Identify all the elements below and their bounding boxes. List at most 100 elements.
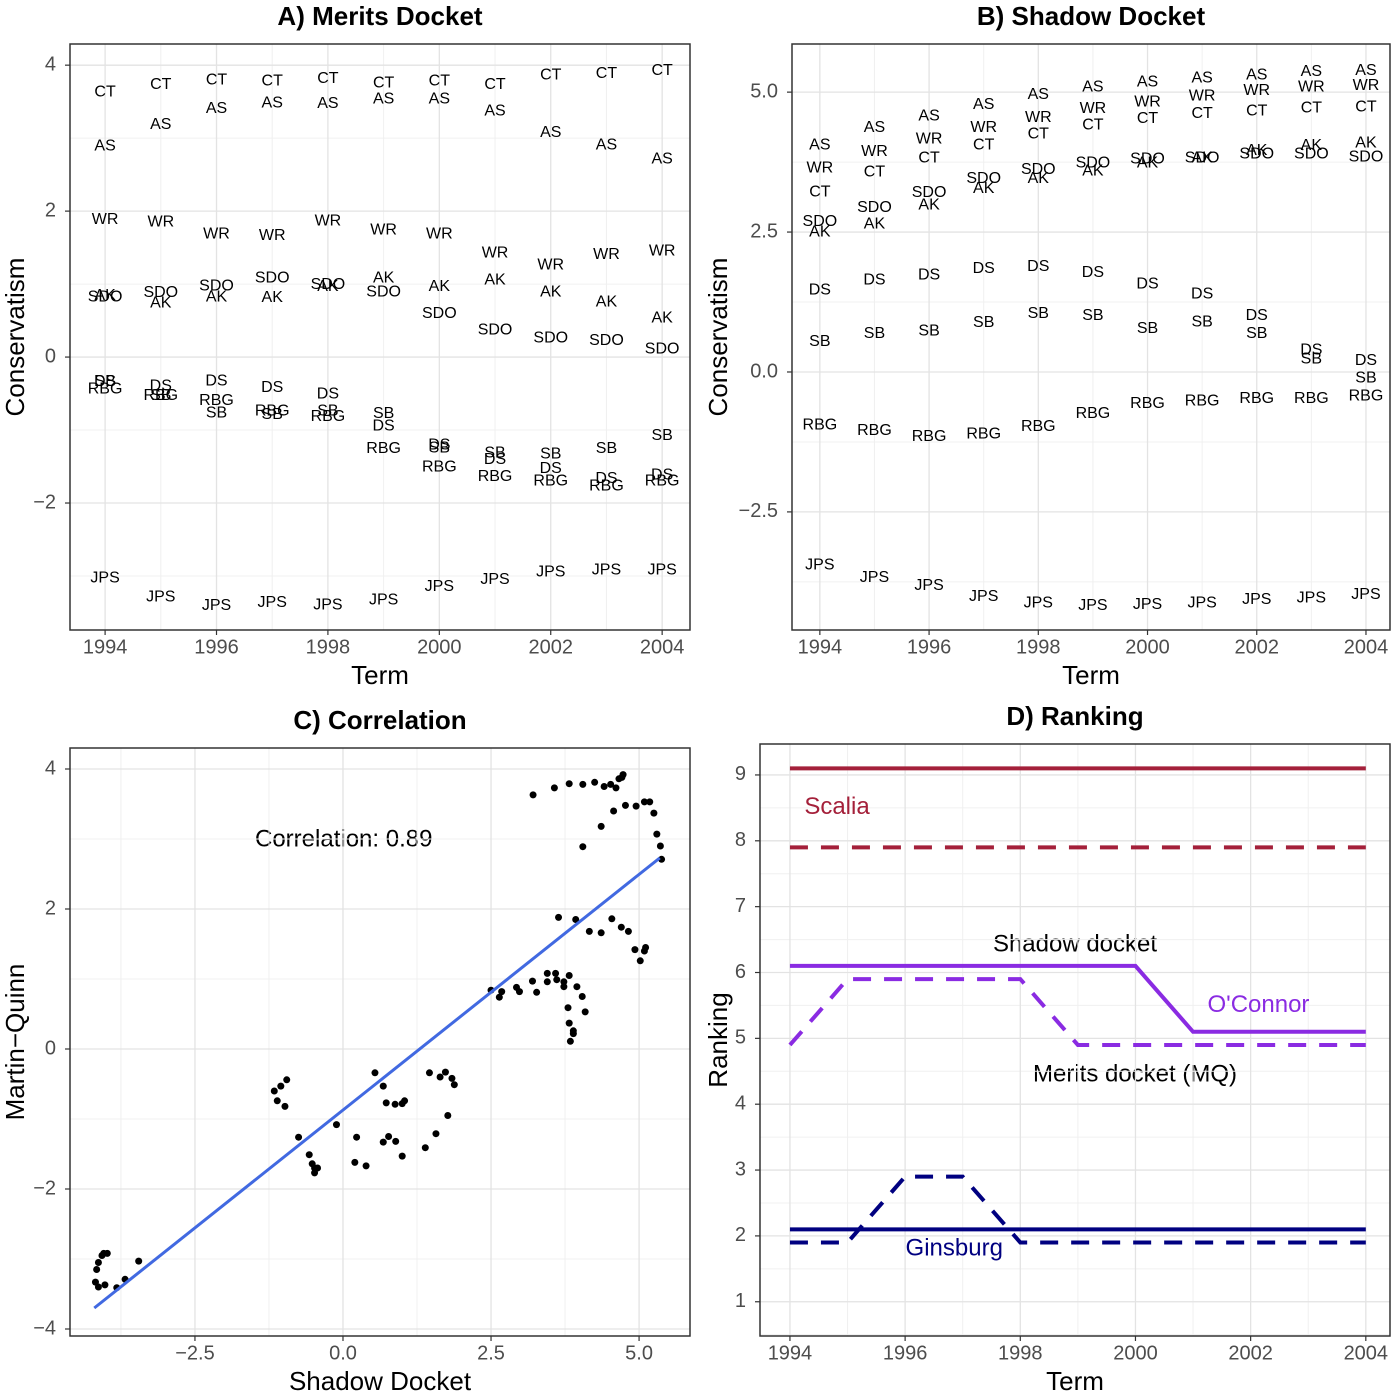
justice-label: DS [205,372,227,389]
justice-label: DS [1246,307,1268,324]
y-tick-label: 4 [735,1092,746,1114]
justice-label: DS [918,266,940,283]
justice-label: AS [540,124,561,141]
y-tick-label: −4 [33,1317,56,1339]
point [636,957,644,965]
justice-label: RBG [1185,392,1220,409]
justice-label: DS [595,470,617,487]
justice-label: JPS [1187,594,1216,611]
justice-label: DS [1027,258,1049,275]
justice-label: WR [1243,82,1270,99]
justice-label: CT [540,67,562,84]
justice-label: SDO [1076,154,1111,171]
justice-label: JPS [1242,591,1271,608]
point [371,1069,379,1077]
justice-label: AK [809,223,831,240]
x-tick-label: 1998 [998,1342,1043,1364]
point [597,822,605,830]
y-tick-label: 0 [45,345,56,367]
justice-label: JPS [1351,586,1380,603]
justice-label: AS [918,107,939,124]
justice-label: SDO [912,184,947,201]
justice-label: RBG [255,402,290,419]
x-tick-label: 1996 [883,1342,928,1364]
justice-label: AK [94,287,116,304]
justice-label: WR [649,242,676,259]
point [607,780,615,788]
point [281,1102,289,1110]
x-axis-title: Term [1046,1366,1104,1396]
justice-label: SB [429,440,450,457]
point [646,798,654,806]
justice-label: RBG [645,472,680,489]
justice-label: JPS [425,578,454,595]
justice-label: SB [973,314,994,331]
y-axis-title: Conservatism [703,258,733,417]
justice-label: RBG [803,416,838,433]
justice-label: WR [1134,93,1161,110]
point [612,784,620,792]
justice-label: DS [373,418,395,435]
justice-label: AK [429,278,451,295]
y-tick-label: 5.0 [750,80,778,102]
point [498,988,506,996]
point [565,780,573,788]
y-tick-label: 0.0 [750,360,778,382]
point [362,1162,370,1170]
y-tick-label: 7 [735,895,746,917]
point [619,771,627,779]
justice-label: RBG [478,468,513,485]
justice-label: WR [861,143,888,160]
point [555,913,563,921]
x-tick-label: 1994 [83,636,128,658]
point [610,807,618,815]
justice-label: JPS [536,564,565,581]
point [566,1037,574,1045]
justice-label: WR [916,130,943,147]
y-tick-label: −2 [33,1177,56,1199]
justice-label: DS [484,451,506,468]
justice-label: WR [593,246,620,263]
justice-label: WR [537,256,564,273]
justice-label: SB [540,445,561,462]
y-tick-label: 2 [735,1224,746,1246]
justice-label: AK [484,272,506,289]
x-tick-label: 2002 [1234,636,1279,658]
justice-label: CT [918,149,940,166]
justice-label: SDO [311,276,346,293]
justice-label: DS [150,377,172,394]
x-axis-title: Shadow Docket [289,1366,472,1396]
x-tick-label: 2000 [417,636,462,658]
justice-label: SDO [1185,149,1220,166]
justice-label: SDO [199,278,234,295]
justice-label: WR [203,226,230,243]
justice-label: CT [206,72,228,89]
point [564,1004,572,1012]
x-tick-label: 5.0 [625,1342,653,1364]
justice-label: RBG [1130,395,1165,412]
point [277,1082,285,1090]
justice-label: WR [426,226,453,243]
point [101,1281,109,1289]
justice-label: SDO [478,321,513,338]
justice-label: SDO [857,199,892,216]
point [332,1121,340,1129]
panel-title: A) Merits Docket [277,1,482,31]
point [135,1257,143,1265]
point [632,802,640,810]
justice-label: WR [482,245,509,262]
justice-label: JPS [90,569,119,586]
point [642,944,650,951]
justice-label: WR [370,221,397,238]
justice-label: JPS [202,597,231,614]
x-axis-title: Term [351,660,409,690]
justice-label: JPS [1024,594,1053,611]
justice-label: JPS [592,561,621,578]
series-label: O'Connor [1207,991,1309,1018]
justice-label: DS [261,379,283,396]
point [382,1099,390,1107]
justice-label: RBG [1021,418,1056,435]
justice-label: SB [864,325,885,342]
justice-label: JPS [1133,596,1162,613]
